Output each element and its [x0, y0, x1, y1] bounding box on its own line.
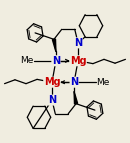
Text: N: N	[48, 95, 56, 105]
Text: Mg: Mg	[70, 56, 86, 66]
Text: N: N	[74, 38, 82, 48]
Text: Me: Me	[20, 56, 34, 65]
Text: Mg: Mg	[70, 56, 86, 66]
Polygon shape	[74, 92, 78, 104]
Text: N: N	[70, 77, 78, 87]
Text: N: N	[74, 38, 82, 48]
Text: Mg: Mg	[44, 77, 60, 87]
Text: N: N	[70, 77, 78, 87]
Text: Mg: Mg	[44, 77, 60, 87]
Polygon shape	[52, 39, 56, 51]
Text: N: N	[52, 56, 60, 66]
Text: Me: Me	[96, 78, 110, 87]
Text: N: N	[48, 95, 56, 105]
Text: N: N	[52, 56, 60, 66]
